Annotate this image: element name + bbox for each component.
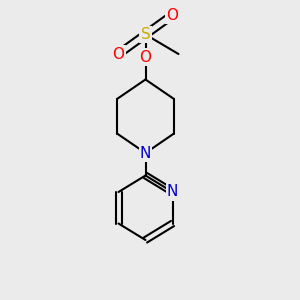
- Text: N: N: [167, 184, 178, 200]
- Text: O: O: [167, 8, 178, 22]
- Text: N: N: [140, 146, 151, 160]
- Text: S: S: [141, 27, 150, 42]
- Text: O: O: [112, 46, 124, 62]
- Text: O: O: [140, 50, 152, 64]
